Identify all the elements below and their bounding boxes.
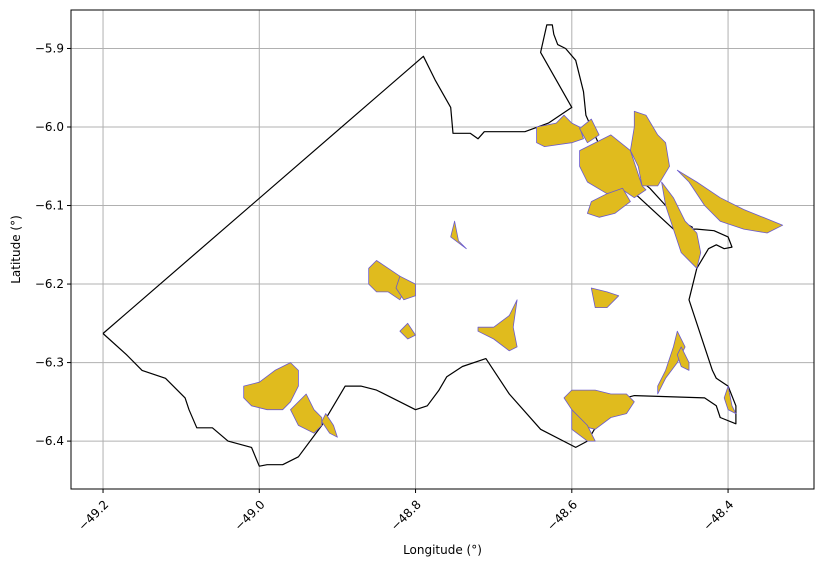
area-patch (321, 413, 338, 438)
area-patch (630, 110, 670, 187)
area-patch (587, 187, 631, 218)
axes-frame (70, 9, 815, 490)
x-axis-label: Longitude (°) (403, 543, 482, 557)
area-patch (661, 181, 702, 269)
area-patch (395, 275, 416, 301)
y-tick-label: −6.3 (35, 356, 64, 370)
y-tick-label: −6.1 (35, 199, 64, 213)
area-patch (579, 134, 647, 199)
grid-lines (71, 10, 814, 489)
area-patch (676, 346, 690, 371)
area-patch (723, 385, 737, 415)
y-axis-label: Latitude (°) (9, 215, 23, 284)
y-tick-label: −6.0 (35, 120, 64, 134)
area-patch (243, 362, 299, 411)
area-patch (579, 118, 600, 144)
area-patch (571, 409, 596, 442)
area-patch (590, 287, 620, 309)
y-tick-label: −6.2 (35, 277, 64, 291)
y-tick-label: −6.4 (35, 434, 64, 448)
area-patch (676, 169, 784, 234)
area-patch (290, 393, 323, 434)
area-patch (399, 322, 416, 340)
area-patch (477, 299, 518, 352)
y-tick-label: −5.9 (35, 41, 64, 55)
map-layers (102, 24, 784, 467)
area-patch (450, 220, 467, 250)
municipality-boundary (102, 24, 737, 467)
